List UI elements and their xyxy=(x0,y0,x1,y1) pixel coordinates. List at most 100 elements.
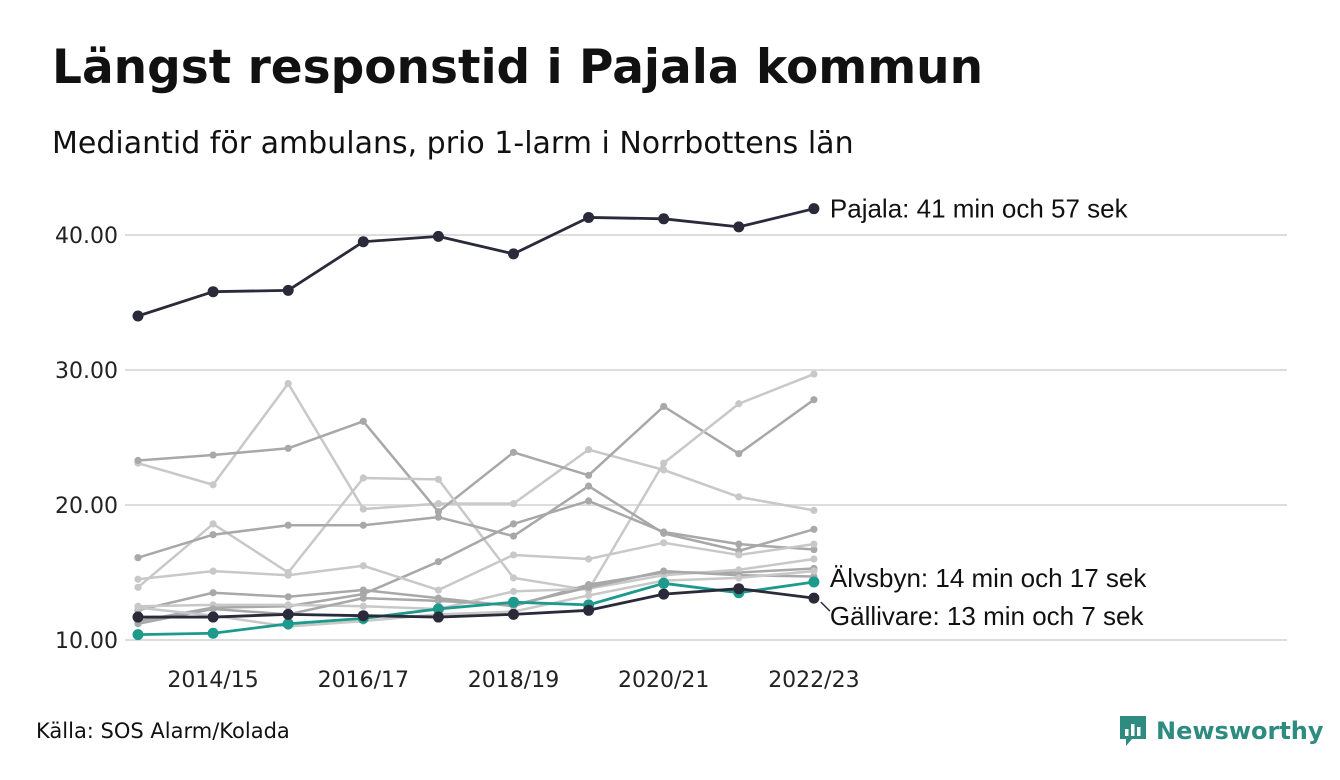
other-series-3-line xyxy=(137,372,815,592)
x-tick-label: 2018/19 xyxy=(468,668,559,693)
other-series-1-point xyxy=(284,379,292,388)
other-series-2-point xyxy=(660,402,668,411)
other-series-7-point xyxy=(284,593,292,601)
source-note: Källa: SOS Alarm/Kolada xyxy=(36,719,290,743)
other-series-4-point xyxy=(359,521,367,529)
series-gällivare-point xyxy=(207,611,219,623)
other-series-4-point xyxy=(585,482,593,490)
series-gällivare-point xyxy=(658,588,670,600)
series-älvsbyn-point xyxy=(432,603,444,615)
other-series-2-point xyxy=(359,417,367,425)
other-series-10-line xyxy=(137,569,815,628)
other-series-6-point xyxy=(810,540,818,548)
other-series-9-line xyxy=(137,569,814,626)
y-tick-label: 40.00 xyxy=(55,224,118,249)
other-series-8-point xyxy=(284,601,292,609)
other-series-6-point xyxy=(509,551,518,559)
series-gällivare-point xyxy=(432,611,444,623)
other-series-5-point xyxy=(735,540,743,548)
other-series-1-point xyxy=(359,505,367,513)
series-gällivare-point xyxy=(583,604,595,616)
other-series-7-point xyxy=(209,589,217,597)
other-series-8-point xyxy=(359,602,367,610)
series-pajala-point xyxy=(583,211,595,223)
other-series-5-point xyxy=(660,528,668,536)
series-älvsbyn-point xyxy=(132,629,144,641)
other-series-1-point xyxy=(810,506,818,514)
other-series-10-point xyxy=(585,591,593,600)
series-gällivare-point xyxy=(508,608,519,620)
chart-bubble-icon xyxy=(1120,716,1146,746)
other-series-1-point xyxy=(209,481,217,489)
logo-text: Newsworthy xyxy=(1156,717,1324,745)
other-series-1-point xyxy=(509,500,518,508)
y-tick-label: 30.00 xyxy=(55,359,118,384)
axis-labels: 10.00 20.00 30.00 40.00 2014/15 2016/17 2018/1… xyxy=(55,224,860,693)
series-pajala-point xyxy=(132,310,144,322)
other-series-3-point xyxy=(434,475,442,483)
other-series-2-point xyxy=(209,451,217,459)
other-series-3-point xyxy=(660,459,668,467)
series-label-älvsbyn: Älvsbyn: 14 min och 17 sek xyxy=(830,563,1147,593)
other-series-4-point xyxy=(284,521,292,529)
other-series-5-point xyxy=(810,545,818,554)
chart-subtitle: Mediantid för ambulans, prio 1-larm i No… xyxy=(52,126,854,161)
other-series-1-point xyxy=(735,493,743,501)
other-series-10-point xyxy=(735,574,743,582)
other-series-6-point xyxy=(660,539,668,547)
series-gällivare-point xyxy=(808,592,820,604)
series-älvsbyn-point xyxy=(808,576,820,588)
x-tick-label: 2020/21 xyxy=(618,668,709,693)
other-series-8-point xyxy=(735,566,743,574)
other-series-4-point xyxy=(509,532,518,540)
x-tick-label: 2014/15 xyxy=(167,668,258,693)
other-series-8-point xyxy=(509,587,518,596)
other-series-9-point xyxy=(434,597,442,605)
other-series-2-line xyxy=(137,398,815,513)
series-älvsbyn-point xyxy=(658,577,670,589)
other-series-3-point xyxy=(359,474,367,482)
highlighted-series xyxy=(132,203,820,641)
other-series-6-point xyxy=(434,586,442,594)
other-series-6-line xyxy=(137,541,815,592)
other-series-2-point xyxy=(509,448,518,456)
series-gällivare-line xyxy=(138,587,815,619)
series-pajala-point xyxy=(207,286,219,298)
other-series-9-point xyxy=(660,567,668,575)
other-series-6-point xyxy=(209,567,217,575)
series-älvsbyn-point xyxy=(508,596,519,608)
other-series-5-point xyxy=(434,558,442,566)
other-series-5-point xyxy=(509,520,518,528)
other-series-6-point xyxy=(735,551,743,559)
series-pajala-point xyxy=(733,221,745,233)
series-gällivare-point xyxy=(282,608,294,620)
other-series-2-point xyxy=(284,444,292,452)
other-series-4-point xyxy=(134,554,142,562)
series-pajala-point xyxy=(357,236,369,248)
chart-title: Längst responstid i Pajala kommun xyxy=(52,40,984,95)
series-älvsbyn-point xyxy=(207,627,219,639)
series-gällivare-point xyxy=(733,583,745,595)
other-series-9-point xyxy=(209,605,217,613)
other-series-4-point xyxy=(810,525,818,533)
other-series-4-line xyxy=(137,484,815,559)
other-series-5-line xyxy=(137,499,814,623)
other-series-3-point xyxy=(509,574,518,582)
other-series-2-point xyxy=(434,508,442,516)
other-series-1-point xyxy=(434,500,442,508)
series-pajala-line xyxy=(137,207,815,318)
other-series-6-point xyxy=(284,571,292,579)
series-labels: Pajala: 41 min och 57 sek Älvsbyn: 14 min… xyxy=(820,194,1147,631)
y-tick-label: 10.00 xyxy=(55,629,118,654)
other-series-7-point xyxy=(359,586,367,594)
newsworthy-logo: Newsworthy xyxy=(1118,714,1324,748)
other-series-3-point xyxy=(209,520,217,528)
other-series-2-point xyxy=(134,456,142,465)
other-series-2-point xyxy=(810,396,818,404)
label-connector-gällivare xyxy=(820,601,831,612)
other-series-9-point xyxy=(359,594,367,602)
other-series-3-point xyxy=(735,400,743,408)
other-series-2-point xyxy=(585,471,593,479)
other-series-1-line xyxy=(137,382,815,512)
